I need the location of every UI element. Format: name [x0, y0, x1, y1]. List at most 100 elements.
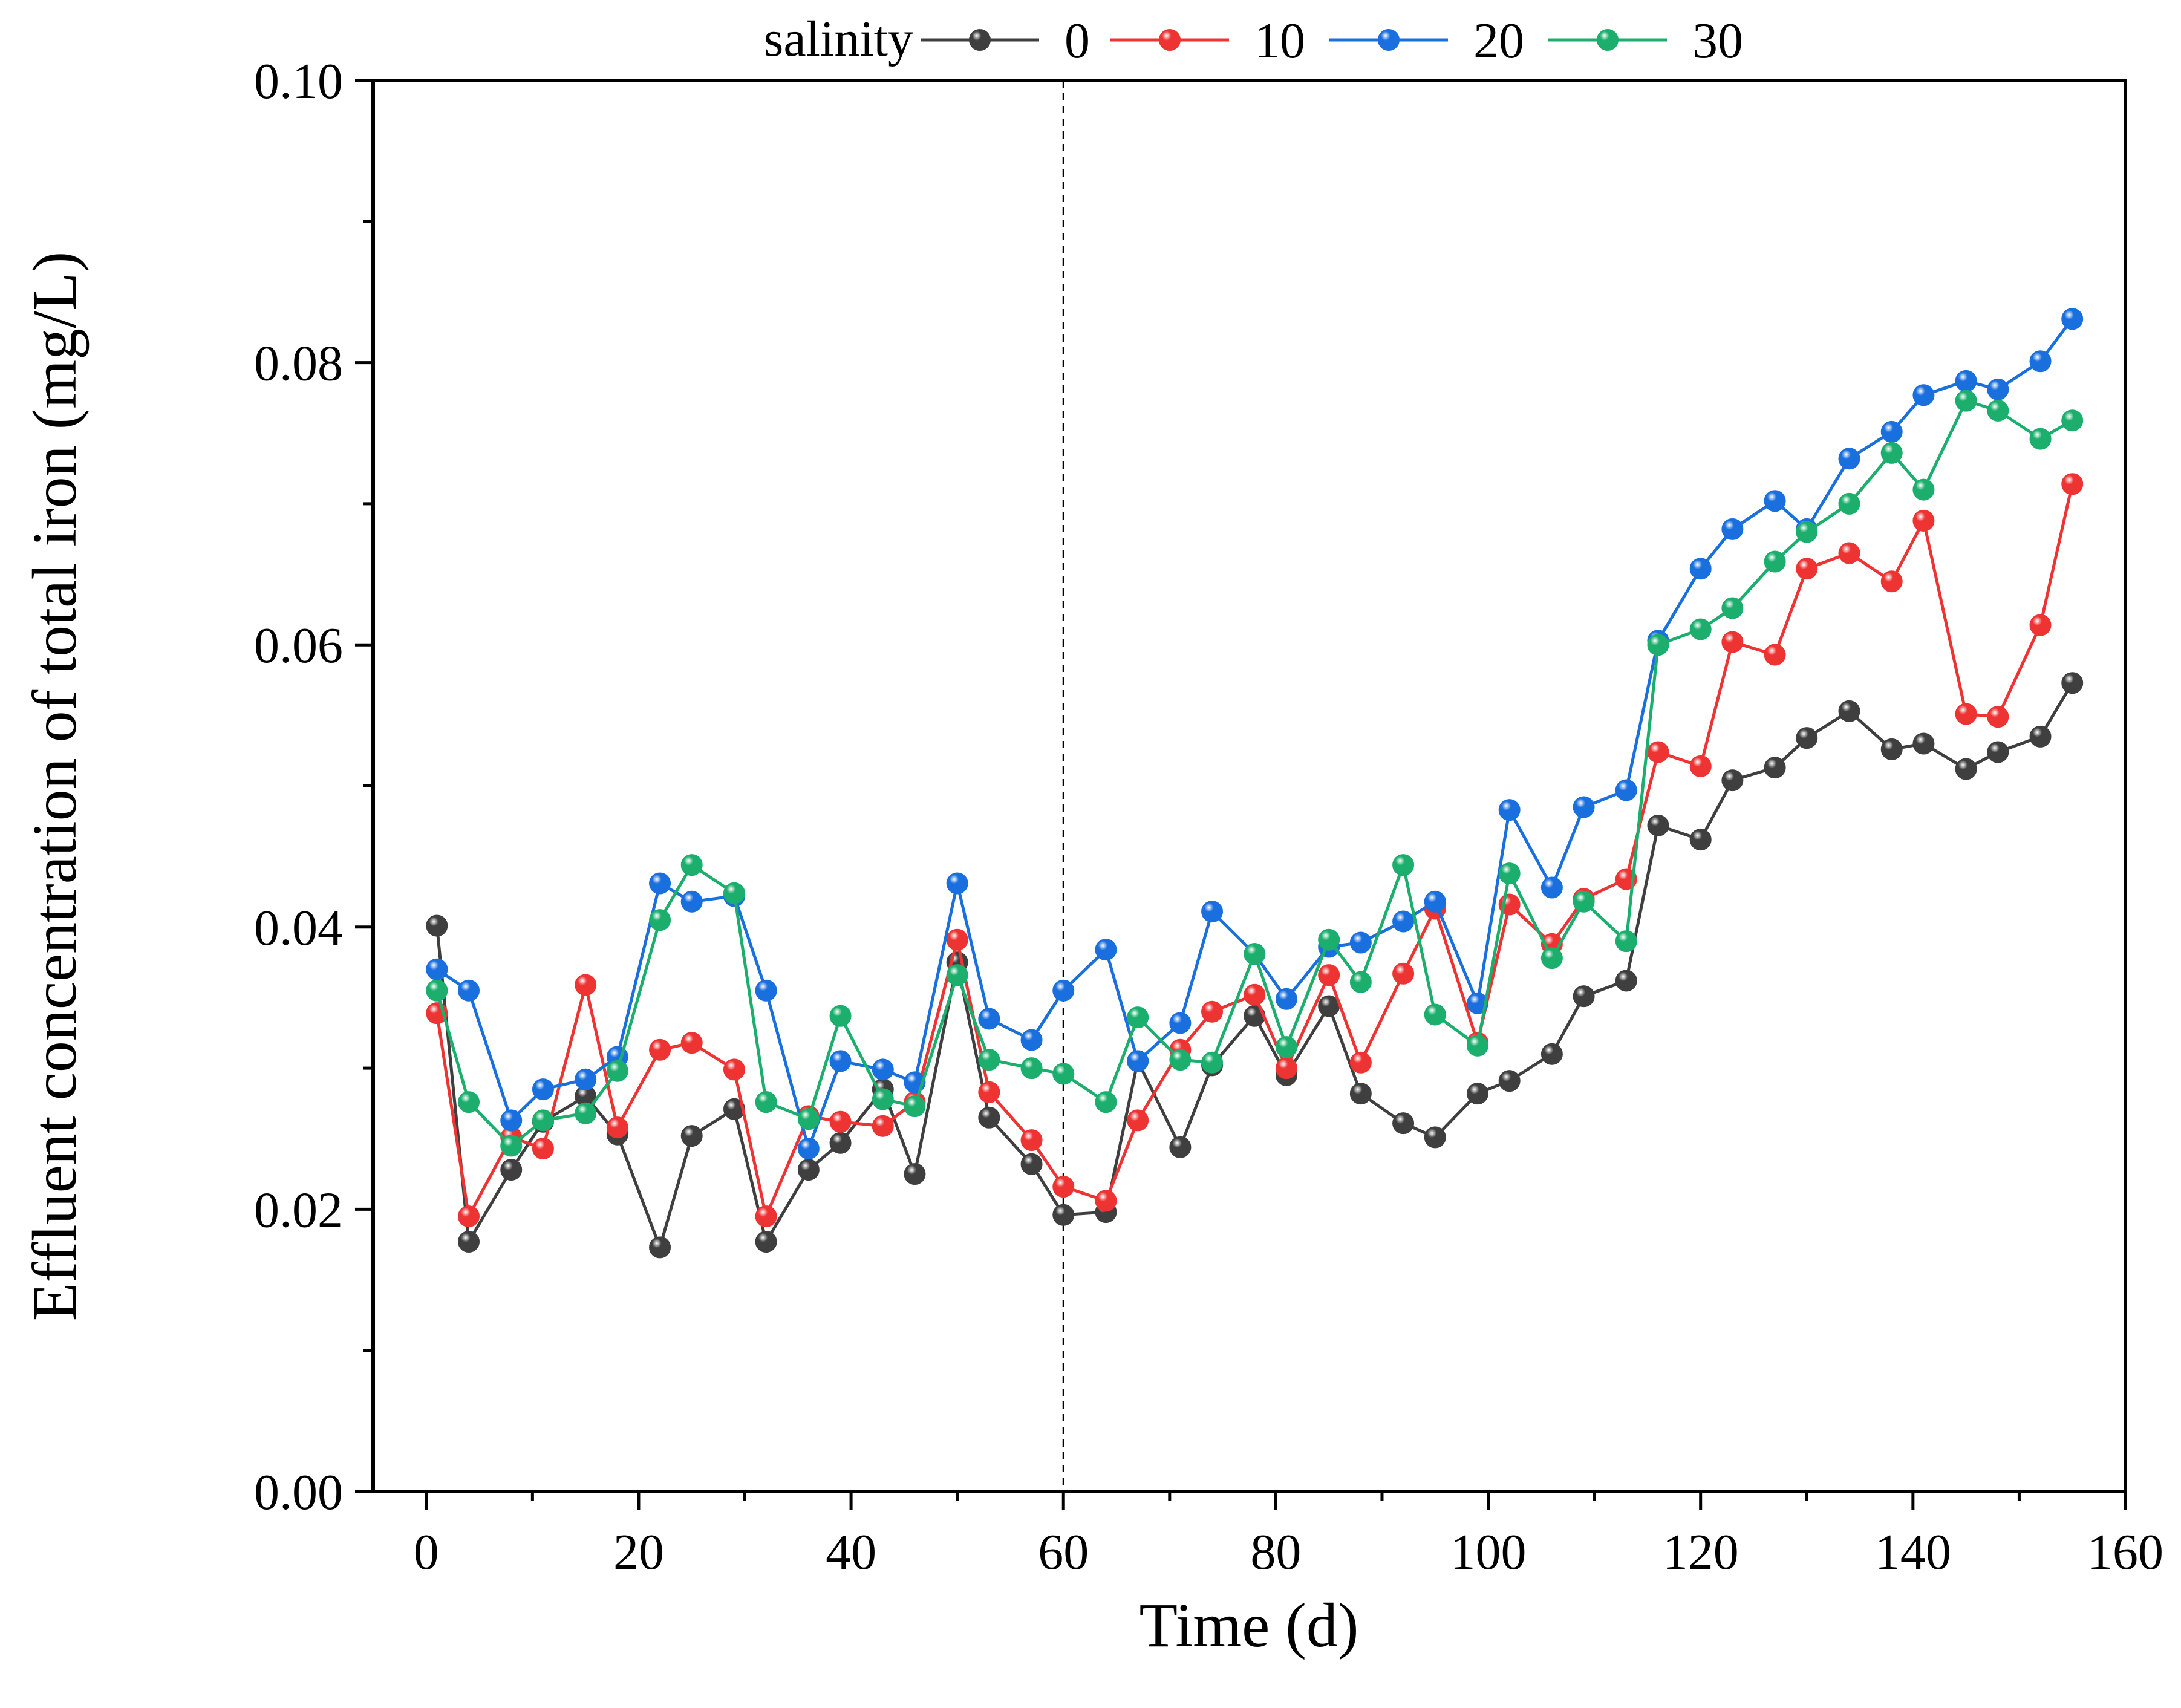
data-point [1095, 939, 1117, 961]
data-point [1912, 478, 1935, 501]
data-point [426, 914, 448, 937]
data-point [1615, 970, 1637, 992]
legend: salinity 0 10 20 30 [764, 11, 1743, 69]
data-point [1275, 1057, 1297, 1080]
data-point [458, 979, 480, 1002]
data-point [1052, 1176, 1075, 1198]
data-point [575, 1102, 597, 1124]
x-tick-label: 20 [613, 1524, 664, 1580]
data-point [1540, 876, 1563, 899]
data-point [946, 928, 968, 951]
data-point [904, 1163, 926, 1185]
data-point [1955, 758, 1977, 780]
data-point [575, 974, 597, 996]
y-axis-label: Effluent concentration of total iron (mg… [20, 252, 90, 1321]
data-point [1169, 1136, 1192, 1158]
y-tick-label: 0.04 [254, 900, 343, 956]
data-point [946, 964, 968, 986]
y-tick-label: 0.10 [254, 53, 343, 109]
data-point [1201, 1000, 1224, 1023]
data-point [1392, 854, 1415, 876]
data-point [1764, 550, 1786, 573]
legend-entry-0: 0 [921, 13, 1090, 69]
data-point [978, 1106, 1000, 1129]
x-tick-label: 60 [1038, 1524, 1089, 1580]
data-point [1796, 558, 1818, 580]
data-point [1020, 1153, 1043, 1175]
data-point [1498, 862, 1521, 885]
data-point [1201, 901, 1224, 923]
data-point [1647, 741, 1669, 763]
data-point [1912, 732, 1935, 755]
data-point [2029, 614, 2052, 636]
data-point [1392, 910, 1415, 933]
data-point [458, 1231, 480, 1253]
data-point [2029, 428, 2052, 450]
data-point [1466, 1083, 1488, 1105]
data-point [797, 1108, 820, 1130]
data-point [755, 1205, 777, 1228]
data-point [1689, 829, 1712, 851]
data-point [1052, 979, 1075, 1002]
data-point [946, 872, 968, 895]
data-point [1392, 1112, 1415, 1135]
data-point [680, 890, 703, 913]
data-point [829, 1110, 852, 1133]
data-point [723, 1058, 745, 1081]
data-point [1615, 779, 1637, 801]
data-point [532, 1138, 554, 1160]
data-point [2029, 725, 2052, 748]
data-point [649, 1236, 671, 1259]
data-point [1052, 1204, 1075, 1226]
data-point [1689, 618, 1712, 640]
data-point [797, 1159, 820, 1181]
data-point [872, 1088, 894, 1110]
data-point [1764, 490, 1786, 512]
y-tick-label: 0.02 [254, 1182, 343, 1238]
data-point [680, 1032, 703, 1054]
data-point [1349, 971, 1372, 993]
x-axis: 0 20 40 60 80 100 120 140 160 [414, 1491, 2163, 1580]
x-tick-label: 80 [1250, 1524, 1301, 1580]
data-point [1424, 1126, 1446, 1149]
data-point [978, 1008, 1000, 1030]
data-point [1349, 1051, 1372, 1074]
y-tick-label: 0.00 [254, 1464, 343, 1521]
data-point [1987, 378, 2009, 400]
data-point [1127, 1006, 1149, 1029]
x-axis-label: Time (d) [1139, 1591, 1358, 1660]
data-point [1201, 1051, 1224, 1074]
x-tick-label: 100 [1450, 1524, 1527, 1580]
data-point [1573, 985, 1595, 1008]
data-point [649, 872, 671, 895]
data-point [1955, 390, 1977, 412]
data-point [1955, 370, 1977, 392]
data-point [1987, 741, 2009, 763]
data-point [1615, 930, 1637, 953]
data-point [1987, 399, 2009, 422]
data-point [1721, 769, 1744, 792]
data-point [1169, 1049, 1192, 1071]
legend-entry-10: 10 [1110, 13, 1305, 69]
data-point [1020, 1129, 1043, 1152]
data-point [1838, 492, 1860, 515]
data-point [797, 1138, 820, 1160]
data-point [1095, 1190, 1117, 1212]
legend-entry-20: 20 [1329, 13, 1524, 69]
data-point [532, 1078, 554, 1101]
legend-marker [1597, 29, 1619, 51]
data-point [1540, 947, 1563, 970]
data-point [2029, 350, 2052, 373]
data-point [1838, 700, 1860, 722]
data-point [458, 1205, 480, 1228]
data-point [1349, 931, 1372, 954]
data-point [1721, 518, 1744, 540]
legend-marker [1159, 29, 1181, 51]
data-point [755, 1231, 777, 1253]
data-point [1244, 983, 1266, 1006]
x-tick-label: 140 [1875, 1524, 1951, 1580]
data-point [1498, 1070, 1521, 1092]
legend-marker [1378, 29, 1400, 51]
data-point [1095, 1091, 1117, 1113]
